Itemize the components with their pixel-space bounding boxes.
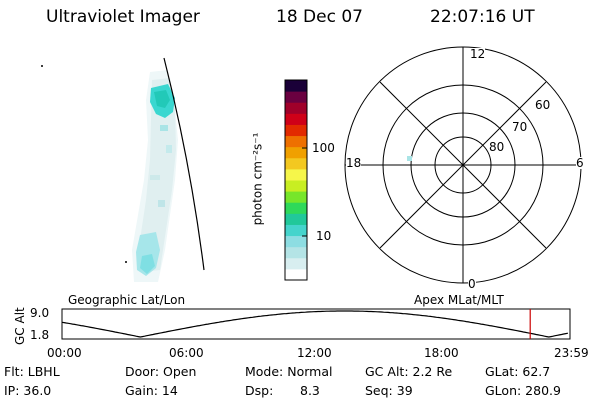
colorbar-band [285, 124, 307, 137]
polar-ring-60 [382, 84, 544, 246]
mlt-label-6: 6 [576, 156, 584, 170]
colorbar-band [285, 113, 307, 125]
time-tick-1800: 18:00 [424, 346, 459, 360]
dsp-value: 8.3 [300, 383, 320, 398]
polar-ring-70 [410, 112, 516, 218]
geographic-caption: Geographic Lat/Lon [68, 293, 186, 307]
seq-info: Seq: 39 [365, 383, 413, 398]
time-tick-0000: 00:00 [47, 346, 82, 360]
polar-outer-ring [344, 46, 582, 284]
dsp-label: Dsp: [245, 383, 274, 398]
colorbar-band [285, 191, 307, 203]
mlat-label-70: 70 [512, 120, 528, 134]
day-night-terminator [163, 57, 205, 271]
colorbar-band [285, 257, 307, 270]
colorbar-band [285, 157, 307, 170]
altitude-plot-frame [61, 308, 571, 340]
glat-info: GLat: 62.7 [485, 364, 551, 379]
altitude-tick-9: 9.0 [30, 306, 50, 320]
time-tick-1200: 12:00 [297, 346, 332, 360]
time-tick-2359: 23:59 [554, 346, 589, 360]
mlat-label-80: 80 [489, 140, 505, 154]
mlt-label-18: 18 [346, 156, 362, 170]
speck-marker [125, 261, 127, 263]
altitude-axis-label: GC Alt [13, 307, 27, 345]
mode-info: Mode: Normal [245, 364, 333, 379]
colorbar-band [285, 168, 307, 181]
speck-marker [41, 65, 43, 67]
colorbar-band [285, 213, 307, 225]
colorbar-unit-label: photon cm⁻²s⁻¹ [250, 132, 265, 226]
colorbar-band [285, 224, 307, 237]
mlt-label-0: 0 [468, 277, 476, 291]
instrument-title: Ultraviolet Imager [46, 7, 200, 27]
colorbar-band [285, 146, 307, 159]
apex-caption: Apex MLat/MLT [414, 293, 504, 307]
colorbar-band [285, 102, 307, 114]
colorbar-band [285, 246, 307, 259]
colorbar-band [285, 135, 307, 148]
polar-diagonal-1 [379, 81, 547, 249]
gc-alt-info: GC Alt: 2.2 Re [365, 364, 453, 379]
polar-emission-speck [407, 156, 412, 161]
colorbar-tick-label-100: 100 [312, 141, 335, 155]
mlat-label-60: 60 [535, 98, 551, 112]
ip-info: IP: 36.0 [4, 383, 52, 398]
polar-diagonal-2 [379, 81, 547, 249]
colorbar-tick-label-10: 10 [316, 229, 332, 243]
altitude-curve [61, 310, 569, 338]
filter-info: Flt: LBHL [4, 364, 60, 379]
colorbar-band [285, 180, 307, 192]
altitude-tick-1-8: 1.8 [30, 328, 50, 342]
mlt-label-12: 12 [470, 47, 486, 61]
colorbar-band [285, 202, 307, 214]
glon-info: GLon: 280.9 [485, 383, 561, 398]
auroral-emission [132, 70, 178, 282]
door-info: Door: Open [125, 364, 197, 379]
colorbar-band [285, 268, 307, 281]
gain-info: Gain: 14 [125, 383, 178, 398]
date-label: 18 Dec 07 [276, 7, 363, 27]
time-label: 22:07:16 UT [430, 7, 535, 27]
polar-ring-80 [434, 136, 492, 194]
time-tick-0600: 06:00 [169, 346, 204, 360]
colorbar-band [285, 91, 307, 103]
colorbar-band [285, 235, 307, 248]
colorbar-band [285, 80, 307, 92]
